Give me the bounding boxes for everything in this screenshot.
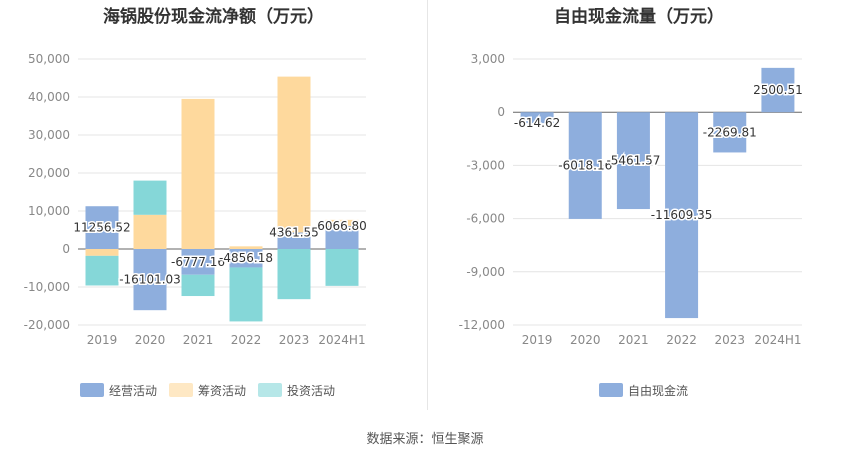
x-tick-label: 2022 xyxy=(666,333,697,347)
data-label: -614.62 xyxy=(514,116,560,130)
bar[interactable] xyxy=(229,267,263,322)
y-tick-label: -20,000 xyxy=(24,318,70,332)
x-tick-label: 2020 xyxy=(135,333,166,347)
bar[interactable] xyxy=(181,98,215,250)
data-label: 6066.80 xyxy=(317,219,367,233)
bar[interactable] xyxy=(665,112,699,319)
bar[interactable] xyxy=(325,225,359,249)
data-label: 4361.55 xyxy=(269,225,319,239)
bar[interactable] xyxy=(277,76,311,233)
x-tick-label: 2024H1 xyxy=(754,333,801,347)
y-tick-label: 40,000 xyxy=(28,90,70,104)
x-tick-label: 2023 xyxy=(279,333,310,347)
bar[interactable] xyxy=(325,249,359,286)
legend-swatch[interactable] xyxy=(599,383,623,397)
x-tick-label: 2023 xyxy=(714,333,745,347)
data-label: -6018.16 xyxy=(558,159,612,173)
bar[interactable] xyxy=(133,180,167,215)
y-tick-label: 30,000 xyxy=(28,128,70,142)
panel-divider xyxy=(427,0,428,410)
bar[interactable] xyxy=(181,249,215,275)
y-tick-label: -12,000 xyxy=(459,318,505,332)
legend-label: 自由现金流 xyxy=(628,383,688,398)
y-tick-label: 50,000 xyxy=(28,52,70,66)
bar[interactable] xyxy=(181,274,215,297)
legend-label: 投资活动 xyxy=(287,383,335,398)
data-label: -5461.57 xyxy=(606,154,660,168)
bar[interactable] xyxy=(85,206,119,249)
y-tick-label: 0 xyxy=(497,105,505,119)
bar[interactable] xyxy=(229,249,263,268)
legend-label: 经营活动 xyxy=(109,384,157,398)
y-tick-label: 3,000 xyxy=(471,52,505,66)
bar[interactable] xyxy=(85,255,119,286)
x-tick-label: 2019 xyxy=(522,333,553,347)
data-label: -2269.81 xyxy=(703,125,757,139)
bar[interactable] xyxy=(325,219,359,226)
legend-label: 筹资活动 xyxy=(198,384,246,398)
x-tick-label: 2019 xyxy=(87,333,118,347)
data-label: 2500.51 xyxy=(753,83,803,97)
data-source-note: 数据来源：恒生聚源 xyxy=(366,432,484,447)
x-tick-label: 2022 xyxy=(231,333,262,347)
bar[interactable] xyxy=(85,249,119,256)
legend-swatch[interactable] xyxy=(80,383,104,397)
right-chart-title: 自由现金流量（万元） xyxy=(554,7,724,27)
x-tick-label: 2021 xyxy=(183,333,214,347)
x-tick-label: 2020 xyxy=(570,333,601,347)
legend-swatch[interactable] xyxy=(258,383,282,397)
bar[interactable] xyxy=(229,246,263,249)
y-tick-label: -10,000 xyxy=(24,280,70,294)
bar[interactable] xyxy=(133,214,167,249)
data-label: -6777.16 xyxy=(171,255,225,269)
bar[interactable] xyxy=(277,232,311,249)
data-label: 11256.52 xyxy=(73,221,130,235)
bar[interactable] xyxy=(277,249,311,300)
left-chart-title: 海锅股份现金流净额（万元） xyxy=(103,7,324,27)
y-tick-label: -9,000 xyxy=(466,265,505,279)
data-label: -16101.03 xyxy=(119,273,181,287)
bar[interactable] xyxy=(713,112,747,153)
x-tick-label: 2024H1 xyxy=(318,333,365,347)
y-tick-label: 10,000 xyxy=(28,204,70,218)
y-tick-label: 0 xyxy=(62,242,70,256)
bar[interactable] xyxy=(133,249,167,311)
x-tick-label: 2021 xyxy=(618,333,649,347)
data-label: -11609.35 xyxy=(651,208,713,222)
y-tick-label: 20,000 xyxy=(28,166,70,180)
bar[interactable] xyxy=(761,67,795,113)
y-tick-label: -6,000 xyxy=(466,212,505,226)
y-tick-label: -3,000 xyxy=(466,158,505,172)
bar[interactable] xyxy=(568,112,602,219)
bar[interactable] xyxy=(616,112,650,210)
data-label: -4856.18 xyxy=(219,251,273,265)
legend-swatch[interactable] xyxy=(169,383,193,397)
bar[interactable] xyxy=(520,112,554,124)
